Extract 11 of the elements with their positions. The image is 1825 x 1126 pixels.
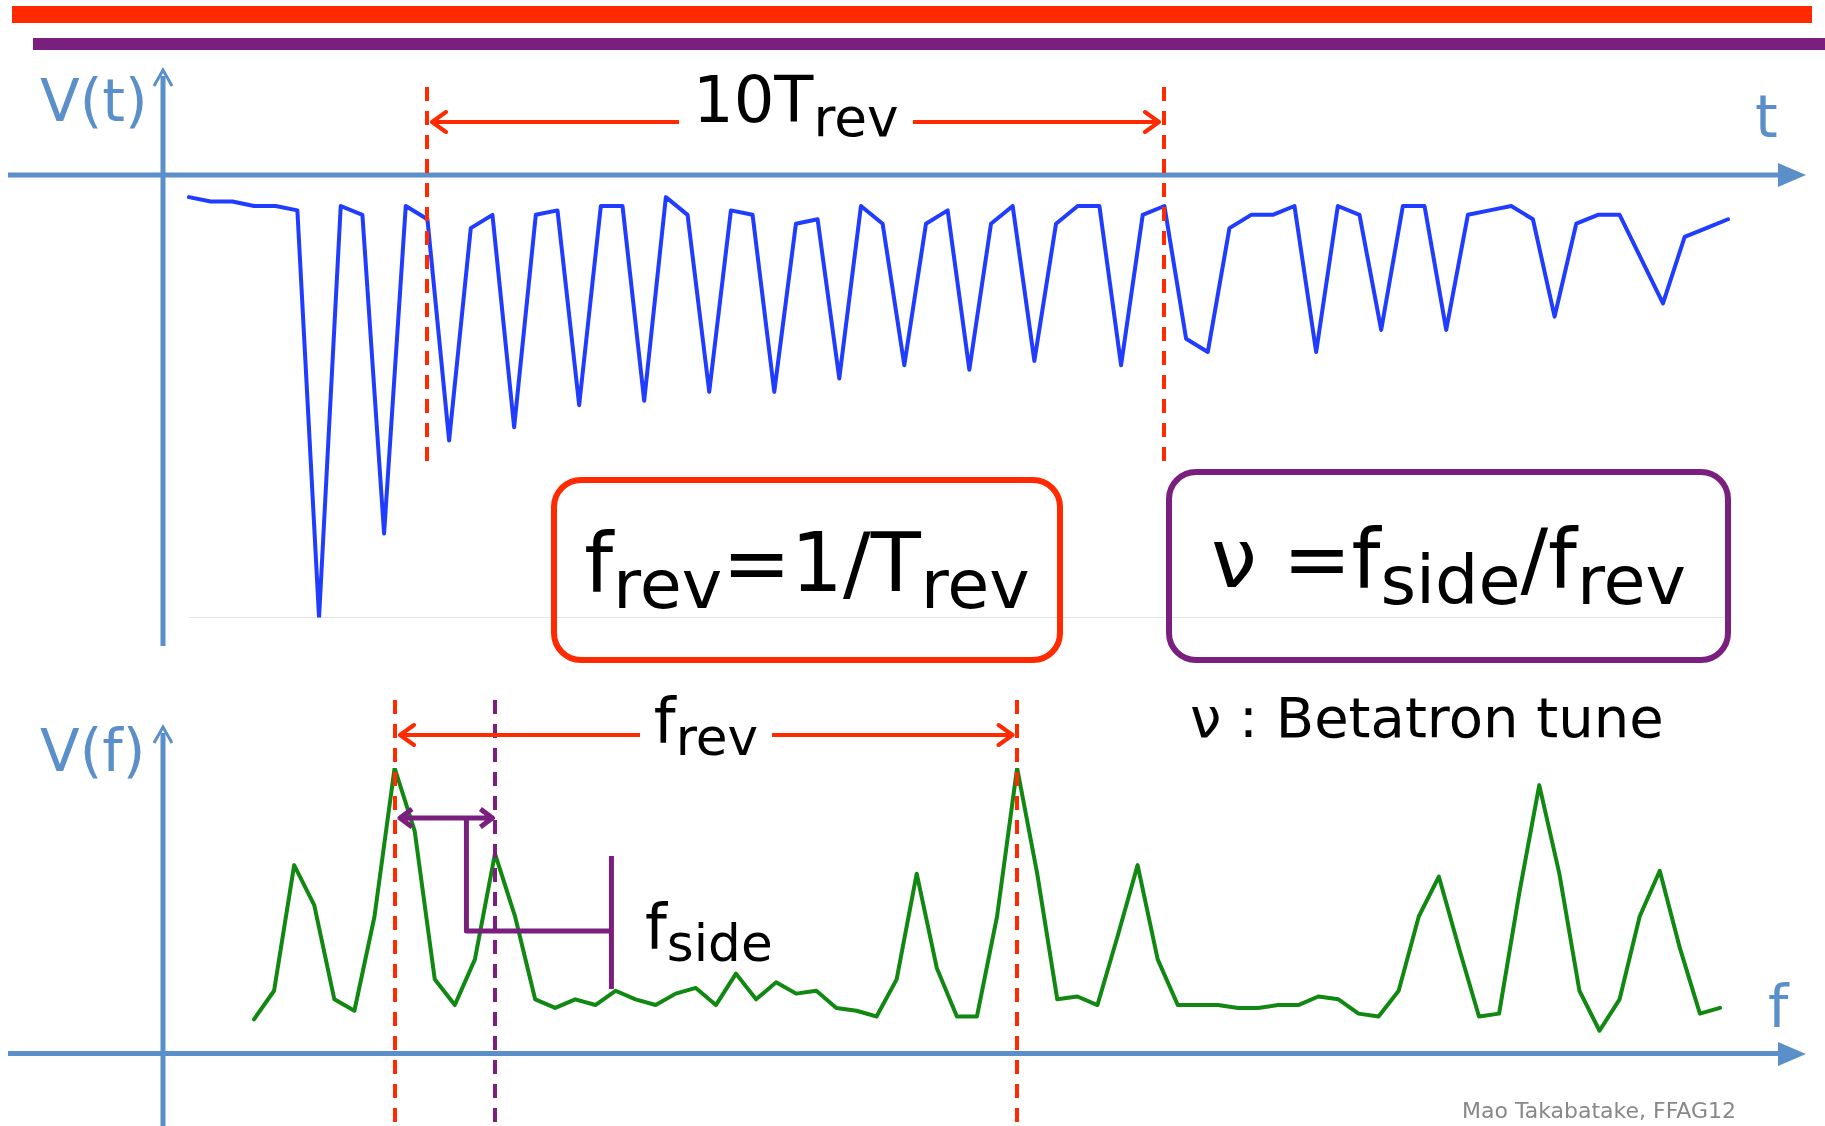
y-axis-title: V(f) xyxy=(40,717,146,785)
text: ν : Betatron tune xyxy=(1190,685,1664,750)
text: f$_{rev}$ xyxy=(652,684,760,768)
x-axis-title: t xyxy=(1755,83,1778,151)
annotation: ν =f$_{side}$/f$_{rev}$ xyxy=(1210,511,1687,621)
x-axis-title: f xyxy=(1768,973,1789,1041)
text: 10T$_{rev}$ xyxy=(691,63,900,149)
text: Mao Takabatake, FFAG12 xyxy=(1462,1098,1737,1123)
annotation: f$_{side}$ xyxy=(645,890,773,974)
y-axis-title: V(t) xyxy=(40,67,148,135)
annotation: f$_{rev}$=1/T$_{rev}$ xyxy=(584,515,1030,625)
